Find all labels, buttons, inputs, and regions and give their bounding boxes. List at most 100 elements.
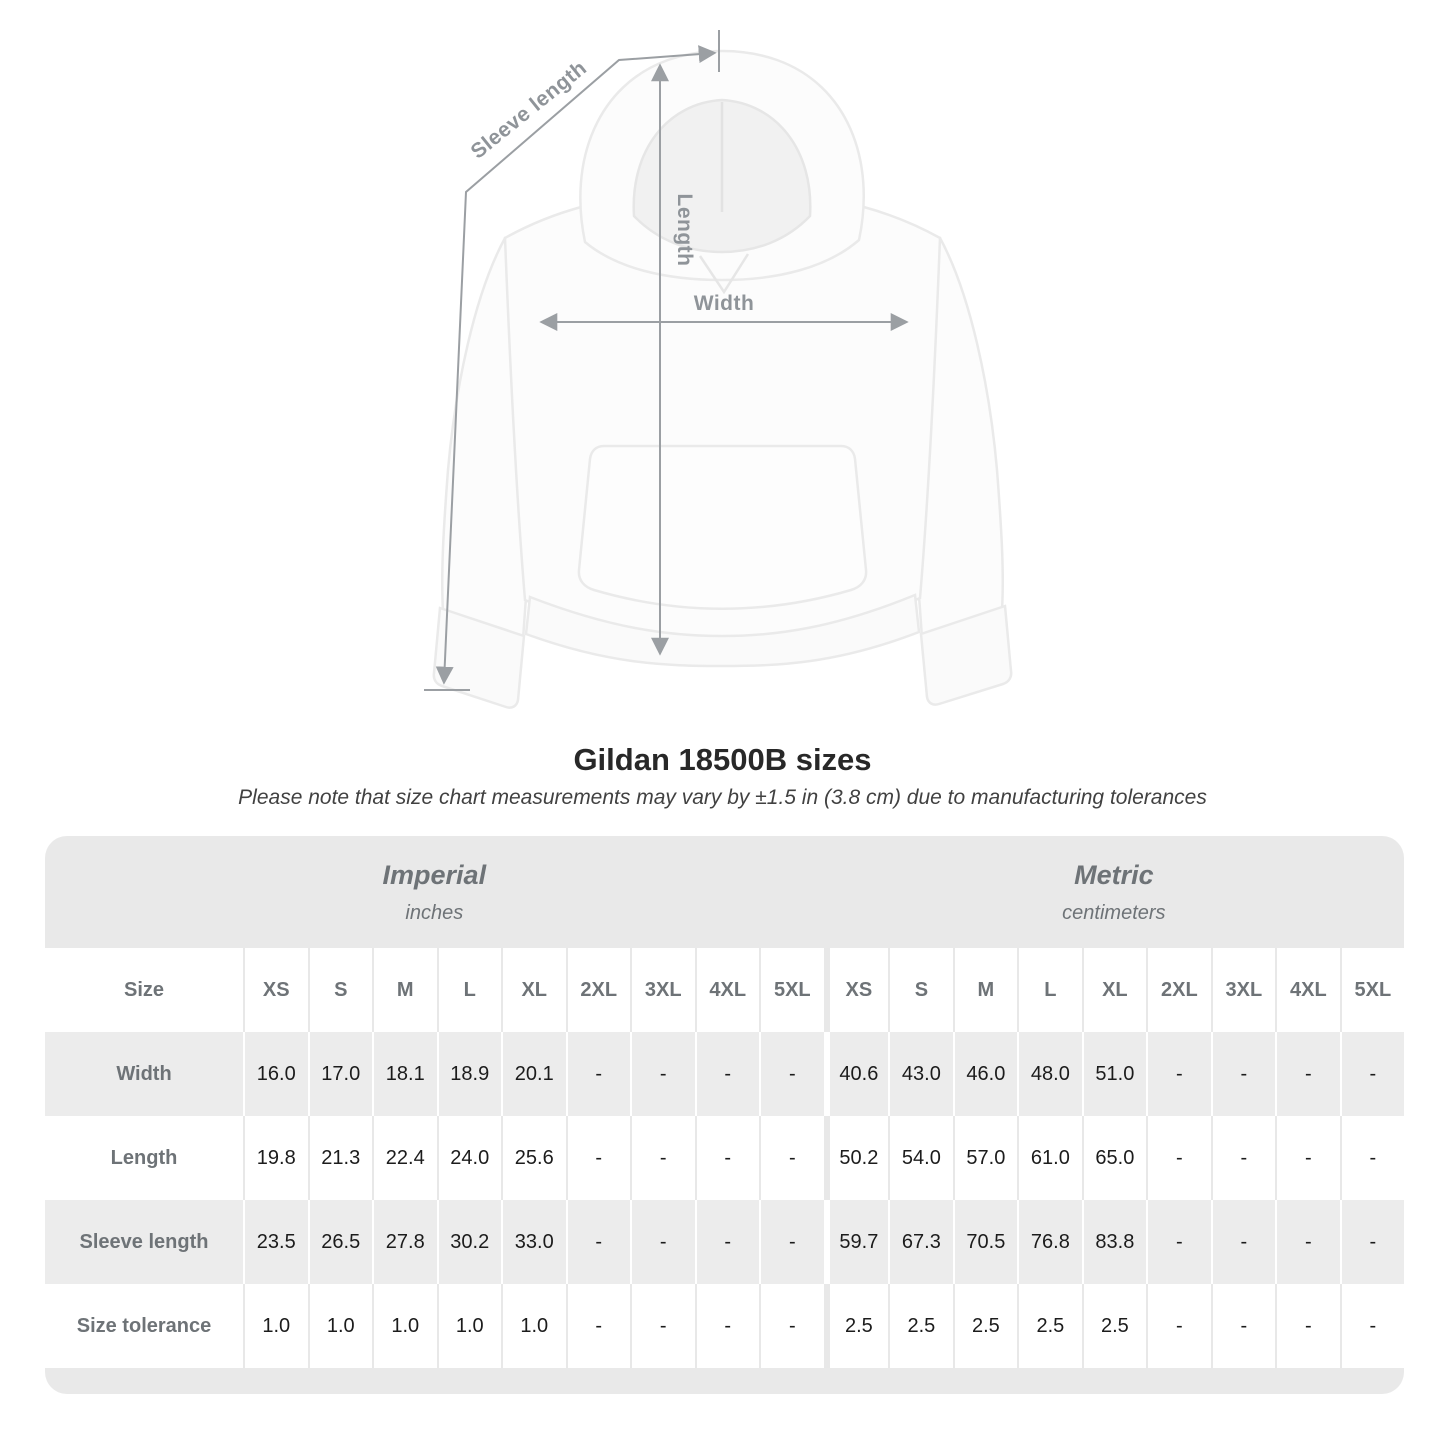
value-cell: - xyxy=(630,1200,695,1284)
value-cell: - xyxy=(1146,1032,1211,1116)
value-cell: - xyxy=(759,1200,824,1284)
value-cell: 67.3 xyxy=(888,1200,953,1284)
size-header-metric-m: M xyxy=(952,948,1018,1032)
value-cell: - xyxy=(694,1116,759,1200)
value-cell: 30.2 xyxy=(436,1200,501,1284)
value-cell: - xyxy=(1146,1284,1211,1368)
table-row: Length 19.8 21.3 22.4 24.0 25.6- - - -50.2 54.0 57… xyxy=(45,1116,1405,1200)
size-header-metric-l: L xyxy=(1017,948,1082,1032)
value-cell: - xyxy=(759,1284,824,1368)
value-cell: - xyxy=(1210,1116,1276,1200)
unit-group-metric: Metric centimeters xyxy=(823,836,1405,948)
size-header-metric-xl: XL xyxy=(1081,948,1147,1032)
imperial-units: inches xyxy=(405,901,464,924)
value-cell: 26.5 xyxy=(307,1200,372,1284)
length-label: Length xyxy=(673,194,696,267)
value-cell: - xyxy=(694,1284,759,1368)
size-header-metric-5xl: 5XL xyxy=(1339,948,1405,1032)
value-cell: 24.0 xyxy=(436,1116,501,1200)
value-cell: 2.5 xyxy=(952,1284,1018,1368)
sleeve-length-arrow xyxy=(435,45,717,685)
value-cell: 1.0 xyxy=(372,1284,437,1368)
size-header-imperial-xs: XS xyxy=(243,948,308,1032)
sleeve-length-label: Sleeve length xyxy=(467,56,592,163)
value-cell: 22.4 xyxy=(372,1116,437,1200)
value-cell: 16.0 xyxy=(243,1032,308,1116)
value-cell: - xyxy=(694,1032,759,1116)
value-cell: 83.8 xyxy=(1081,1200,1147,1284)
row-label: Sleeve length xyxy=(45,1200,243,1284)
value-cell: 43.0 xyxy=(888,1032,953,1116)
value-cell: - xyxy=(1339,1200,1405,1284)
value-cell: 2.5 xyxy=(888,1284,953,1368)
value-cell: - xyxy=(1275,1284,1340,1368)
value-cell: 46.0 xyxy=(952,1032,1018,1116)
value-cell: 27.8 xyxy=(372,1200,437,1284)
value-cell: 19.8 xyxy=(243,1116,308,1200)
size-header-metric-xs: XS xyxy=(823,948,889,1032)
hoodie-pocket xyxy=(577,444,868,610)
value-cell: 18.1 xyxy=(372,1032,437,1116)
value-cell: 2.5 xyxy=(1017,1284,1082,1368)
value-cell: 40.6 xyxy=(823,1032,889,1116)
size-header-imperial-s: S xyxy=(307,948,372,1032)
value-cell: 65.0 xyxy=(1081,1116,1147,1200)
value-cell: 17.0 xyxy=(307,1032,372,1116)
value-cell: 1.0 xyxy=(436,1284,501,1368)
value-cell: - xyxy=(1210,1032,1276,1116)
value-cell: - xyxy=(694,1200,759,1284)
value-cell: 33.0 xyxy=(501,1200,566,1284)
value-cell: 1.0 xyxy=(307,1284,372,1368)
hoodie-size-diagram: Sleeve length Length Width xyxy=(424,30,1013,709)
size-header-imperial-2xl: 2XL xyxy=(565,948,630,1032)
size-chart-table: Imperial inches Metric centimeters Size … xyxy=(45,836,1405,1368)
value-cell: 54.0 xyxy=(888,1116,953,1200)
value-cell: 51.0 xyxy=(1081,1032,1147,1116)
size-chart: Imperial inches Metric centimeters Size … xyxy=(45,836,1405,1394)
value-cell: 2.5 xyxy=(823,1284,889,1368)
value-cell: - xyxy=(565,1200,630,1284)
page-title: Gildan 18500B sizes xyxy=(573,742,872,777)
row-label: Length xyxy=(45,1116,243,1200)
table-row: Sleeve length 23.5 26.5 27.8 30.2 33.0- - - -59.… xyxy=(45,1200,1405,1284)
row-label: Size tolerance xyxy=(45,1284,243,1368)
value-cell: 59.7 xyxy=(823,1200,889,1284)
value-cell: - xyxy=(630,1284,695,1368)
size-header-metric-4xl: 4XL xyxy=(1275,948,1340,1032)
size-header-metric-2xl: 2XL xyxy=(1146,948,1211,1032)
imperial-label: Imperial xyxy=(382,859,487,890)
value-cell: - xyxy=(630,1032,695,1116)
size-header-metric-s: S xyxy=(888,948,953,1032)
value-cell: 21.3 xyxy=(307,1116,372,1200)
value-cell: - xyxy=(1275,1116,1340,1200)
size-header-imperial-xl: XL xyxy=(501,948,566,1032)
table-row: Size tolerance 1.0 1.0 1.0 1.0 1.0- - - -2.5 2.5 2… xyxy=(45,1284,1405,1368)
value-cell: - xyxy=(759,1116,824,1200)
metric-label: Metric xyxy=(1074,859,1154,890)
value-cell: - xyxy=(1146,1116,1211,1200)
size-column-header: Size xyxy=(45,948,243,1032)
value-cell: 48.0 xyxy=(1017,1032,1082,1116)
value-cell: 1.0 xyxy=(243,1284,308,1368)
size-header-metric-3xl: 3XL xyxy=(1210,948,1276,1032)
value-cell: 61.0 xyxy=(1017,1116,1082,1200)
title-block: Gildan 18500B sizes Please note that siz… xyxy=(0,742,1445,810)
value-cell: 23.5 xyxy=(243,1200,308,1284)
tolerance-note: Please note that size chart measurements… xyxy=(238,786,1207,809)
value-cell: 20.1 xyxy=(501,1032,566,1116)
value-cell: - xyxy=(1339,1032,1405,1116)
value-cell: - xyxy=(1210,1284,1276,1368)
unit-group-row: Imperial inches Metric centimeters xyxy=(45,836,1405,948)
value-cell: 25.6 xyxy=(501,1116,566,1200)
table-footer-band xyxy=(45,1368,1404,1394)
size-header-row: Size XS S M L XL 2XL 3XL 4XL 5XL XS S M L XL 2XL 3XL 4XL… xyxy=(45,948,1405,1032)
measurement-arrows xyxy=(424,30,909,691)
size-header-imperial-m: M xyxy=(372,948,437,1032)
row-label: Width xyxy=(45,1032,243,1116)
metric-units: centimeters xyxy=(1062,901,1166,924)
value-cell: - xyxy=(565,1116,630,1200)
value-cell: - xyxy=(630,1116,695,1200)
value-cell: 70.5 xyxy=(952,1200,1018,1284)
hoodie-right-cuff xyxy=(919,604,1013,706)
value-cell: - xyxy=(759,1032,824,1116)
